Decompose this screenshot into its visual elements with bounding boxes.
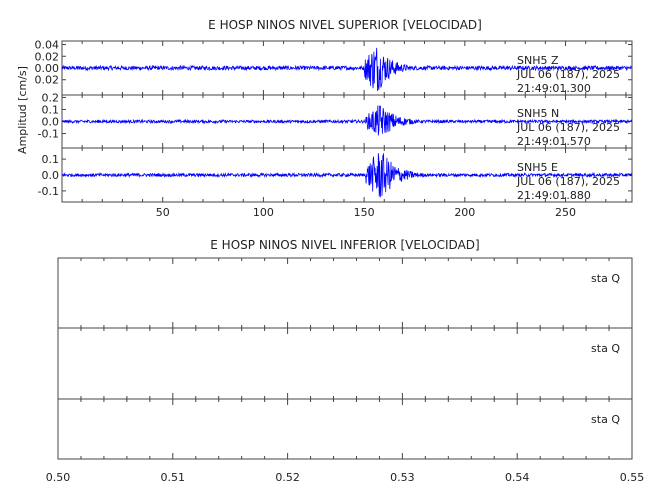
x-tick-label: 0.50	[46, 471, 71, 484]
panel-frame	[57, 257, 633, 329]
date-label: JUL 06 (187), 2025	[516, 121, 620, 134]
x-tick-label: 250	[555, 206, 576, 219]
y-tick-label: 0.02	[35, 50, 60, 63]
x-tick-label: 100	[253, 206, 274, 219]
x-tick-label: 50	[156, 206, 170, 219]
date-label: JUL 06 (187), 2025	[516, 175, 620, 188]
y-tick-label: 0.1	[42, 153, 60, 166]
bottom-panel-1: sta Q	[57, 257, 633, 329]
bottom-chart-title: E HOSP NINOS NIVEL INFERIOR [VELOCIDAD]	[210, 238, 479, 252]
station-label: SNH5 Z	[517, 54, 559, 67]
y-tick-label: 0.0	[42, 116, 60, 129]
x-tick-label: 0.54	[505, 471, 530, 484]
x-tick-label: 150	[354, 206, 375, 219]
y-tick-label: 0.04	[35, 39, 60, 52]
station-label: sta Q	[591, 272, 620, 285]
waveform-trace	[61, 47, 632, 92]
time-label: 21:49:01.570	[517, 135, 591, 148]
x-tick-label: 0.53	[390, 471, 415, 484]
top-chart-ylabel: Amplitud [cm/s]	[16, 66, 29, 154]
y-tick-label: -0.1	[38, 128, 59, 141]
time-label: 21:49:01.300	[517, 82, 591, 95]
date-label: JUL 06 (187), 2025	[516, 68, 620, 81]
station-label: sta Q	[591, 413, 620, 426]
y-tick-label: 0.00	[35, 62, 60, 75]
y-tick-label: -0.1	[38, 185, 59, 198]
panel-frame	[57, 398, 633, 460]
bottom-panel-3: sta Q	[57, 398, 633, 460]
y-tick-label: 0.02	[35, 74, 60, 87]
waveform-trace	[61, 105, 633, 136]
y-tick-label: 0.2	[42, 91, 60, 104]
station-label: sta Q	[591, 342, 620, 355]
top-chart-title: E HOSP NINOS NIVEL SUPERIOR [VELOCIDAD]	[208, 18, 482, 32]
x-tick-label: 0.51	[161, 471, 186, 484]
station-label: SNH5 E	[517, 161, 558, 174]
time-label: 21:49:01.880	[517, 189, 591, 202]
x-tick-label: 0.52	[275, 471, 300, 484]
y-tick-label: 0.0	[42, 169, 60, 182]
panel-frame	[57, 327, 633, 400]
y-tick-label: 0.1	[42, 103, 60, 116]
waveform-trace	[61, 153, 633, 198]
bottom-panel-2: sta Q	[57, 327, 633, 400]
bottom-chart: sta Q sta Q sta Q 0.50 0.51 0.52 0.53 0.54 0.55	[46, 257, 645, 484]
x-tick-label: 0.55	[620, 471, 645, 484]
x-tick-label: 200	[454, 206, 475, 219]
station-label: SNH5 N	[517, 107, 559, 120]
